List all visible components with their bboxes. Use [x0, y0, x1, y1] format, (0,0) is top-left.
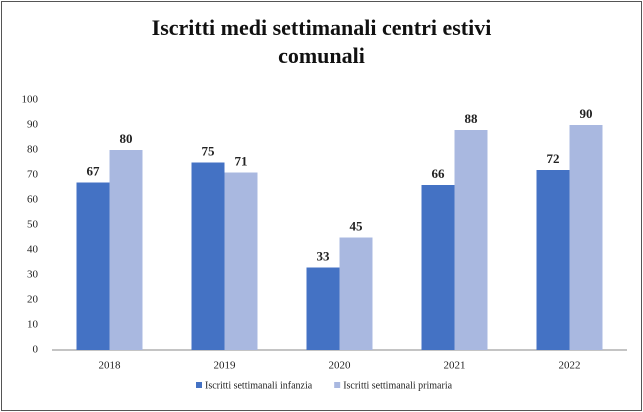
y-tick-label: 100	[22, 94, 39, 106]
y-tick-label: 80	[27, 144, 39, 156]
x-tick-label: 2018	[99, 360, 122, 372]
value-label: 72	[547, 151, 560, 166]
bar	[306, 267, 340, 350]
bar	[569, 125, 603, 350]
value-label: 71	[235, 153, 248, 168]
y-tick-label: 70	[27, 169, 39, 181]
bar	[76, 182, 110, 350]
y-tick-label: 20	[27, 294, 39, 306]
bar	[191, 162, 225, 350]
bar	[536, 170, 570, 350]
y-tick-label: 10	[27, 319, 39, 331]
value-label: 90	[580, 106, 593, 121]
bar	[454, 130, 488, 350]
y-tick-label: 40	[27, 244, 39, 256]
value-label: 75	[202, 143, 216, 158]
bar	[339, 237, 373, 350]
legend-swatch	[334, 382, 341, 388]
bar	[109, 150, 143, 350]
legend-swatch	[196, 382, 202, 388]
x-tick-label: 2022	[559, 360, 581, 372]
x-tick-label: 2020	[329, 360, 352, 372]
chart-title: Iscritti medi settimanali centri estivi …	[151, 15, 492, 68]
value-label: 45	[350, 218, 364, 233]
y-tick-label: 50	[27, 219, 39, 231]
legend-label: Iscritti settimanali primaria	[343, 380, 452, 391]
bar	[421, 185, 455, 350]
value-label: 80	[120, 131, 133, 146]
value-label: 33	[317, 248, 331, 263]
value-label: 67	[87, 163, 101, 178]
y-tick-label: 30	[27, 269, 39, 281]
value-label: 88	[465, 111, 479, 126]
x-tick-label: 2021	[444, 360, 466, 372]
bar	[224, 172, 258, 350]
x-tick-label: 2019	[214, 360, 237, 372]
y-tick-label: 60	[27, 194, 39, 206]
value-label: 66	[432, 166, 446, 181]
legend-label: Iscritti settimanali infanzia	[205, 380, 313, 391]
y-tick-label: 90	[27, 119, 39, 131]
y-tick-label: 0	[33, 344, 39, 356]
